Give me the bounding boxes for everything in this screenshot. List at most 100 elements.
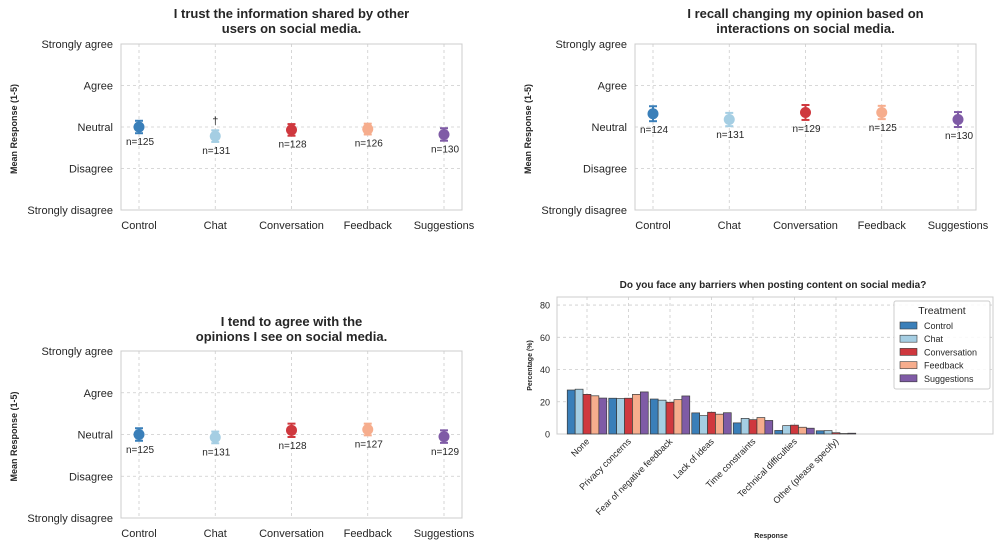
bar-control-technical-difficulties — [774, 430, 784, 435]
x-tick-label: Feedback — [344, 220, 393, 232]
y-tick-label: Agree — [598, 81, 627, 93]
point-chat: n=131 — [202, 129, 231, 157]
y-tick-label: 60 — [540, 333, 550, 343]
bar-suggestions-fear-of-negative-feedback — [681, 395, 691, 435]
bar-suggestions-none — [598, 397, 608, 435]
bar-suggestions-other-please-specify — [847, 432, 857, 435]
x-tick-label: Suggestions — [414, 528, 475, 540]
n-label: n=125 — [126, 137, 155, 148]
legend-swatch-feedback — [899, 361, 918, 369]
bar-feedback-time-constraints — [756, 417, 766, 435]
bar-suggestions-time-constraints — [764, 420, 774, 435]
x-tick-label: None — [569, 436, 591, 458]
chart-title-line: users on social media. — [222, 21, 361, 36]
n-label: n=124 — [640, 125, 669, 136]
legend-label-control: Control — [924, 321, 953, 331]
n-label: n=128 — [278, 441, 307, 452]
legend-label-chat: Chat — [924, 334, 944, 344]
mean-point — [209, 431, 221, 443]
y-tick-label: Strongly disagree — [541, 205, 627, 217]
y-tick-label: Agree — [84, 81, 113, 93]
y-tick-label: 20 — [540, 397, 550, 407]
point-chart-3: Strongly disagree Disagree Neutral Agree Str… — [9, 314, 475, 540]
chart-title-line: I tend to agree with the — [221, 314, 363, 329]
bar-control-privacy-concerns — [608, 397, 618, 435]
y-tick-label: Disagree — [69, 471, 113, 483]
x-tick-label: Feedback — [344, 528, 393, 540]
bar-feedback-fear-of-negative-feedback — [673, 399, 683, 435]
x-tick-label: Chat — [204, 220, 227, 232]
x-tick-label: Suggestions — [414, 220, 475, 232]
bar-control-lack-of-ideas — [691, 412, 701, 435]
bar-chat-privacy-concerns — [616, 398, 625, 435]
x-tick-label: Control — [635, 220, 670, 232]
bar-chat-fear-of-negative-feedback — [657, 399, 667, 435]
y-tick-label: Disagree — [69, 164, 113, 176]
mean-point — [647, 108, 659, 120]
n-label: n=125 — [869, 123, 898, 134]
point-conversation: n=128 — [278, 422, 307, 452]
bar-conversation-lack-of-ideas — [707, 411, 716, 435]
n-label: n=128 — [278, 140, 307, 151]
bar-chat-other-please-specify — [823, 430, 833, 435]
bar-feedback-lack-of-ideas — [715, 413, 724, 435]
significance-marker: † — [212, 115, 218, 127]
bar-control-none — [566, 389, 576, 435]
n-label: n=125 — [126, 445, 155, 456]
point-feedback: n=125 — [869, 104, 898, 134]
x-tick-label: Feedback — [858, 220, 907, 232]
chart-title: Do you face any barriers when posting co… — [620, 280, 927, 291]
n-label: n=131 — [716, 130, 745, 141]
y-tick-label: 80 — [540, 301, 550, 311]
x-tick-label: Control — [121, 220, 156, 232]
y-axis-label: Mean Response (1-5) — [9, 84, 19, 174]
n-label: n=129 — [431, 447, 460, 458]
chart-title-line: opinions I see on social media. — [196, 329, 387, 344]
n-label: n=129 — [792, 124, 821, 135]
n-label: n=130 — [945, 131, 974, 142]
mean-point — [362, 423, 374, 435]
x-tick-label: Chat — [204, 528, 227, 540]
point-chart-2: Strongly disagree Disagree Neutral Agree Str… — [523, 6, 989, 232]
x-axis-label: Response — [754, 533, 788, 540]
point-conversation: n=129 — [792, 104, 821, 135]
legend-swatch-suggestions — [899, 374, 918, 383]
chart-title-line: interactions on social media. — [716, 21, 894, 36]
y-tick-label: Neutral — [78, 430, 113, 442]
bar-feedback-privacy-concerns — [632, 394, 641, 435]
mean-point — [209, 130, 221, 142]
mean-point — [133, 429, 145, 440]
point-control: n=124 — [640, 105, 669, 136]
bar-suggestions-lack-of-ideas — [722, 412, 732, 435]
chart-title-line: I recall changing my opinion based on — [687, 6, 923, 21]
y-tick-label: 40 — [540, 365, 550, 375]
y-tick-label: Strongly disagree — [27, 205, 113, 217]
point-chat: n=131 — [716, 111, 745, 141]
mean-point — [952, 114, 964, 126]
plot-frame — [120, 43, 463, 211]
point-control: n=125 — [126, 427, 155, 456]
x-tick-label: Conversation — [773, 220, 838, 232]
legend-swatch-conversation — [899, 348, 918, 356]
point-control: n=125 — [126, 119, 155, 148]
legend-box — [893, 300, 991, 390]
n-label: n=126 — [355, 138, 384, 149]
x-tick-label: Suggestions — [928, 220, 989, 232]
y-tick-label: Agree — [84, 388, 113, 400]
bar-control-fear-of-negative-feedback — [649, 398, 659, 435]
legend-swatch-control — [899, 321, 918, 330]
mean-point — [800, 106, 811, 118]
mean-point — [362, 123, 374, 135]
point-suggestions: n=130 — [431, 127, 460, 156]
mean-point — [133, 121, 145, 133]
x-tick-label: Conversation — [259, 528, 324, 540]
mean-point — [286, 124, 297, 136]
legend: Treatment Control Chat Conversation Feedback… — [893, 300, 991, 390]
x-tick-label: Control — [121, 528, 156, 540]
x-tick-label: Fear of negative feedback — [594, 436, 675, 517]
bar-conversation-technical-difficulties — [790, 424, 799, 435]
y-tick-label: Strongly agree — [41, 346, 113, 358]
n-label: n=130 — [431, 145, 460, 156]
